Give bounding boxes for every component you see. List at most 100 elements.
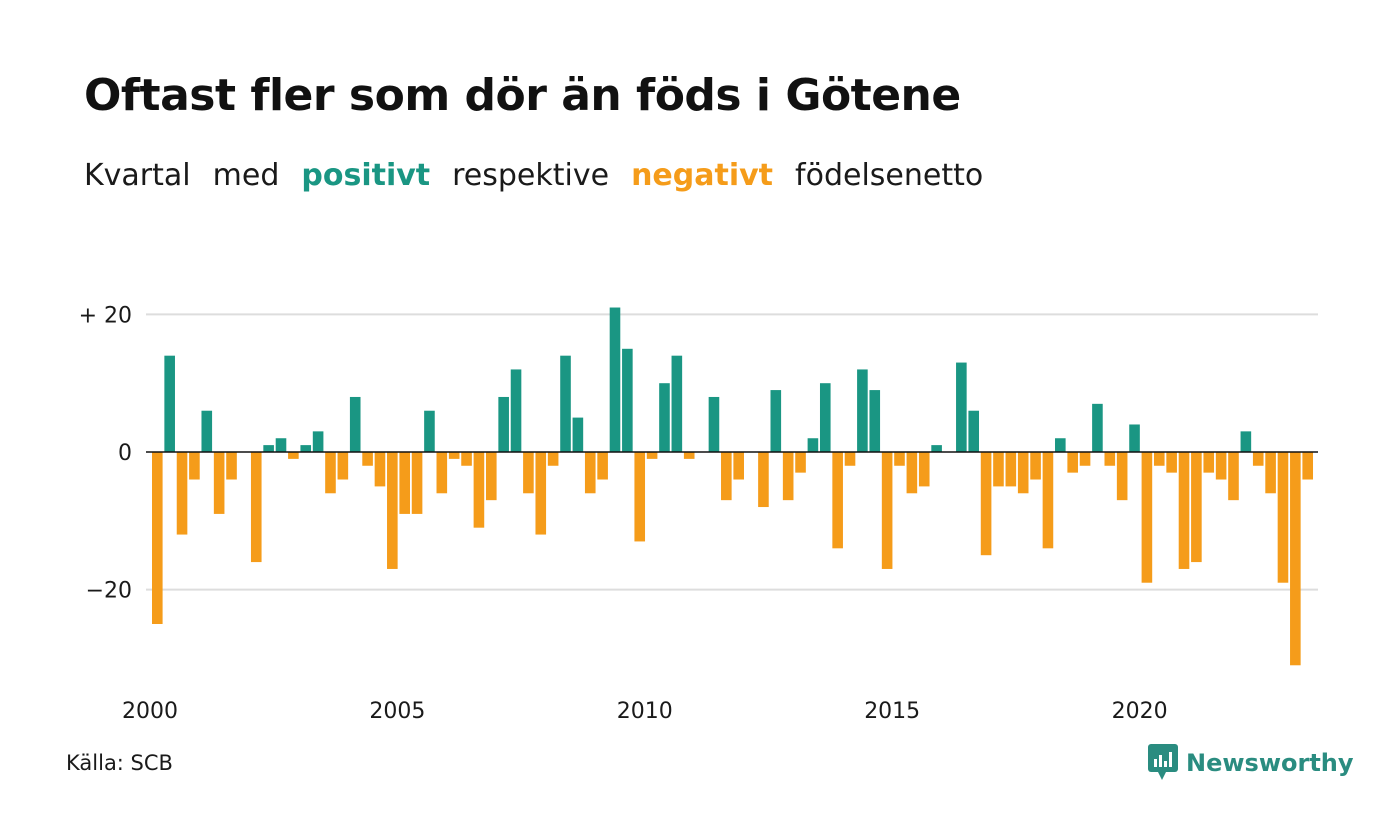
bar [300, 445, 312, 452]
bar [535, 452, 547, 535]
bar [337, 452, 349, 480]
bar [250, 452, 262, 563]
subtitle-negative-label: negativt [631, 158, 774, 193]
bar [832, 452, 843, 549]
bar [758, 452, 769, 508]
subtitle-word: respektive [452, 158, 610, 193]
bar [152, 452, 163, 624]
bar [1191, 452, 1202, 563]
bar [782, 452, 794, 501]
bar [510, 369, 522, 452]
x-tick-label: 2015 [864, 699, 920, 724]
bar [609, 307, 621, 452]
subtitle-positive-label: positivt [301, 158, 431, 193]
bar [176, 452, 188, 535]
bar [1215, 452, 1227, 480]
bar [1079, 452, 1091, 466]
bar [213, 452, 225, 514]
bar [770, 390, 782, 452]
bar [844, 452, 856, 466]
bar [473, 452, 485, 528]
x-tick-label: 2010 [617, 699, 673, 724]
bar [1092, 403, 1103, 452]
bar [1017, 452, 1029, 494]
bar [523, 452, 534, 494]
bar [1166, 452, 1177, 473]
bar [869, 390, 881, 452]
bar [1141, 452, 1153, 583]
bar [683, 452, 695, 459]
bar [659, 383, 670, 452]
chart-subtitle: Kvartal med positivt respektive negativt föde… [84, 158, 1005, 193]
bar [634, 452, 646, 542]
x-tick-label: 2020 [1112, 699, 1168, 724]
bar [795, 452, 806, 473]
chart-title: Oftast fler som dör än föds i Götene [84, 70, 961, 121]
bar [1240, 431, 1252, 452]
y-tick-label: −20 [86, 579, 132, 604]
bar [226, 452, 237, 480]
bar [1290, 452, 1301, 666]
bar [164, 355, 175, 452]
bar [572, 417, 584, 452]
bar [312, 431, 324, 452]
y-tick-label: 0 [118, 441, 132, 466]
bar [857, 369, 868, 452]
bar [646, 452, 658, 459]
bar [733, 452, 744, 480]
bar [275, 438, 287, 452]
bar [1042, 452, 1054, 549]
bar [1030, 452, 1041, 480]
bar [399, 452, 410, 514]
y-tick-label: + 20 [79, 303, 132, 328]
bar [881, 452, 893, 569]
bar [708, 396, 720, 452]
x-tick-label: 2000 [122, 699, 178, 724]
x-tick-label: 2005 [369, 699, 425, 724]
bar [1252, 452, 1264, 466]
bar [1067, 452, 1078, 473]
bar [288, 452, 299, 459]
bar [584, 452, 596, 494]
bar [374, 452, 386, 487]
bar [448, 452, 460, 459]
bar [560, 355, 571, 452]
bar [931, 445, 942, 452]
bar [263, 445, 274, 452]
bar [1265, 452, 1276, 494]
bar [918, 452, 930, 487]
bar [819, 383, 831, 452]
bar [671, 355, 683, 452]
bar [894, 452, 905, 466]
bar [349, 396, 361, 452]
bar [411, 452, 423, 514]
bar [1277, 452, 1289, 583]
bar [597, 452, 608, 480]
brand-name: Newsworthy [1186, 749, 1354, 777]
bar [325, 452, 336, 494]
bar [807, 438, 819, 452]
bar [956, 362, 967, 452]
bar [622, 348, 633, 452]
bar [387, 452, 398, 569]
bar [1104, 452, 1116, 466]
bar [424, 410, 435, 452]
bar [189, 452, 200, 480]
bar [1116, 452, 1128, 501]
bar [547, 452, 559, 466]
bar [1228, 452, 1239, 501]
brand-logo: Newsworthy [1148, 744, 1354, 782]
subtitle-word: födelsenetto [795, 158, 984, 193]
bar [1302, 452, 1314, 480]
bar [1129, 424, 1140, 452]
source-note: Källa: SCB [66, 751, 173, 775]
bar [498, 396, 509, 452]
bar [436, 452, 448, 494]
bar [968, 410, 980, 452]
newsworthy-logo-icon [1148, 744, 1178, 780]
bar [721, 452, 732, 501]
bar [993, 452, 1004, 487]
subtitle-word: Kvartal [84, 158, 191, 193]
bar [201, 410, 213, 452]
bar [461, 452, 472, 466]
